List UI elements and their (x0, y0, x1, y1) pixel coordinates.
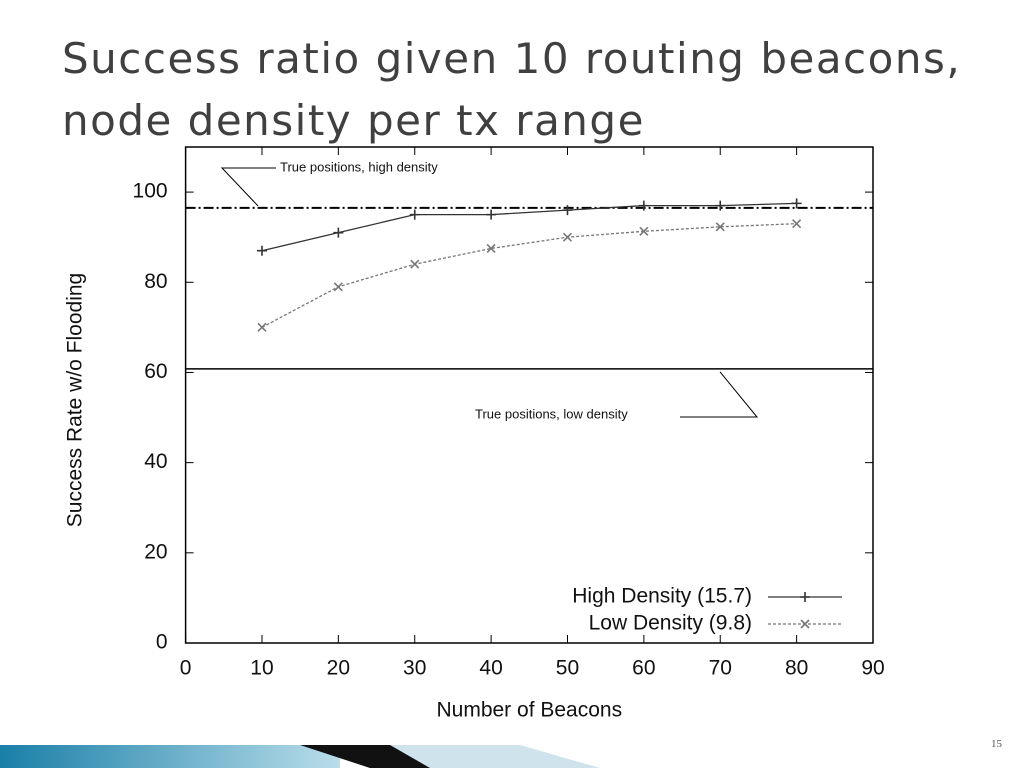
footer-band (0, 745, 340, 768)
x-tick-label: 70 (709, 657, 732, 680)
x-tick-label: 10 (250, 657, 273, 680)
marker (715, 200, 726, 211)
x-tick-label: 50 (556, 657, 579, 680)
annotation-arrow (220, 167, 276, 207)
marker (333, 282, 343, 292)
marker (409, 209, 420, 220)
x-tick-label: 30 (403, 657, 426, 680)
series-line (261, 202, 797, 252)
x-tick-label: 0 (180, 657, 192, 680)
x-tick-label: 90 (861, 657, 884, 680)
slide-number: 15 (991, 738, 1002, 750)
y-tick-label: 80 (144, 270, 167, 293)
slide-title: Success ratio given 10 routing beacons, … (62, 34, 962, 145)
marker (256, 245, 267, 256)
annotation-arrow (680, 371, 759, 418)
y-tick-label: 40 (144, 450, 167, 473)
annotation: True positions, low density (475, 406, 628, 421)
annotation: True positions, high density (280, 159, 438, 174)
y-tick-label: 60 (144, 360, 167, 383)
x-tick-label: 40 (479, 657, 502, 680)
y-tick-label: 0 (156, 631, 168, 654)
marker (486, 209, 497, 220)
marker (562, 232, 573, 242)
marker (562, 205, 573, 216)
x-tick-label: 80 (785, 657, 808, 680)
marker (715, 222, 725, 232)
x-tick-label: 60 (632, 657, 655, 680)
marker (639, 226, 649, 236)
marker (800, 619, 810, 629)
footer-band (390, 745, 600, 768)
series-line (261, 223, 797, 328)
marker (257, 322, 267, 332)
marker (792, 219, 802, 229)
y-axis-label: Success Rate w/o Flooding (64, 273, 87, 527)
marker (800, 592, 810, 602)
marker (333, 227, 344, 238)
marker (791, 198, 802, 209)
legend-label: Low Density (9.8) (589, 612, 752, 635)
marker (410, 259, 420, 269)
legend-label: High Density (15.7) (572, 585, 752, 608)
marker (638, 200, 649, 211)
plot-frame (184, 146, 874, 644)
y-tick-label: 100 (133, 180, 168, 203)
y-tick-label: 20 (144, 540, 167, 563)
marker (486, 243, 496, 254)
x-axis-label: Number of Beacons (436, 699, 622, 722)
x-tick-label: 20 (327, 657, 350, 680)
